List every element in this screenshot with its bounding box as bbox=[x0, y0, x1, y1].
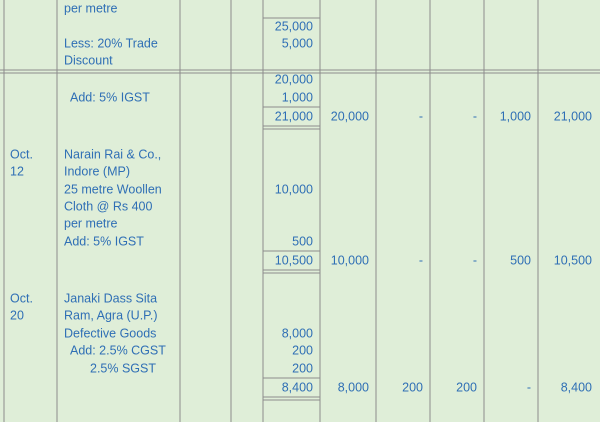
amount: 200 bbox=[292, 361, 313, 375]
particulars: Cloth @ Rs 400 bbox=[64, 199, 152, 213]
particulars: Add: 2.5% CGST bbox=[70, 343, 166, 357]
particulars: Less: 20% Trade bbox=[64, 36, 158, 50]
amount: 200 bbox=[292, 343, 313, 357]
column-amount: - bbox=[473, 253, 477, 267]
column-amount: - bbox=[527, 380, 531, 394]
column-amount: - bbox=[419, 253, 423, 267]
date: Oct. bbox=[10, 147, 33, 161]
particulars: Add: 5% IGST bbox=[70, 90, 150, 104]
amount: 8,000 bbox=[282, 326, 313, 340]
subtotal: 10,500 bbox=[275, 253, 313, 267]
column-amount: 10,000 bbox=[331, 253, 369, 267]
column-amount: 21,000 bbox=[554, 109, 592, 123]
particulars: Defective Goods bbox=[64, 326, 156, 340]
column-amount: 200 bbox=[402, 380, 423, 394]
amount: 5,000 bbox=[282, 36, 313, 50]
particulars: per metre bbox=[64, 216, 118, 230]
particulars: 2.5% SGST bbox=[90, 361, 156, 375]
particulars: Indore (MP) bbox=[64, 164, 130, 178]
column-amount: - bbox=[473, 109, 477, 123]
subtotal: 8,400 bbox=[282, 380, 313, 394]
amount: 1,000 bbox=[282, 90, 313, 104]
column-amount: 500 bbox=[510, 253, 531, 267]
column-amount: 1,000 bbox=[500, 109, 531, 123]
amount: 10,000 bbox=[275, 182, 313, 196]
date: 12 bbox=[10, 164, 24, 178]
subtotal: 21,000 bbox=[275, 109, 313, 123]
column-amount: 200 bbox=[456, 380, 477, 394]
particulars: Ram, Agra (U.P.) bbox=[64, 308, 158, 322]
amount: 500 bbox=[292, 234, 313, 248]
particulars: Janaki Dass Sita bbox=[64, 291, 157, 305]
particulars: Add: 5% IGST bbox=[64, 234, 144, 248]
column-amount: - bbox=[419, 109, 423, 123]
particulars: 25 metre Woollen bbox=[64, 182, 162, 196]
amount: 25,000 bbox=[275, 19, 313, 33]
column-amount: 10,500 bbox=[554, 253, 592, 267]
column-amount: 20,000 bbox=[331, 109, 369, 123]
particulars: per metre bbox=[64, 1, 118, 15]
amount: 20,000 bbox=[275, 72, 313, 86]
column-amount: 8,000 bbox=[338, 380, 369, 394]
particulars: Discount bbox=[64, 53, 113, 67]
column-amount: 8,400 bbox=[561, 380, 592, 394]
date: Oct. bbox=[10, 291, 33, 305]
particulars: Narain Rai & Co., bbox=[64, 147, 161, 161]
date: 20 bbox=[10, 308, 24, 322]
